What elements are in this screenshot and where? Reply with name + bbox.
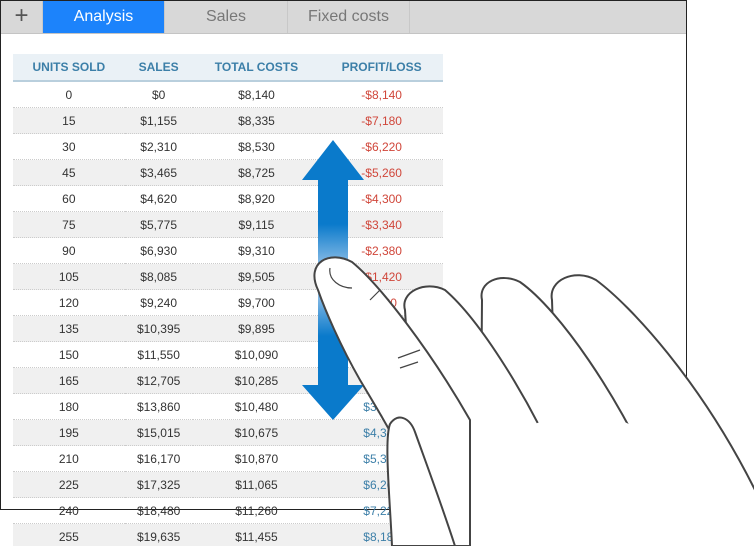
table-cell[interactable]: $11,455	[192, 523, 321, 546]
table-cell[interactable]: $10,090	[192, 341, 321, 368]
table-cell[interactable]: $10,870	[192, 445, 321, 472]
table-cell[interactable]: $10,395	[124, 315, 193, 342]
table-cell[interactable]: 240	[13, 497, 125, 524]
table-cell[interactable]: 255	[13, 523, 125, 546]
table-cell[interactable]: $8,530	[192, 133, 321, 160]
table-cell[interactable]: 0	[13, 81, 125, 108]
table-row: 0 $0 $8,140 -$8,140	[13, 81, 443, 108]
table-cell[interactable]: 75	[13, 211, 125, 238]
add-sheet-button[interactable]: +	[1, 1, 43, 33]
table-cell[interactable]: $2,310	[124, 133, 193, 160]
table-cell[interactable]: $8,085	[124, 263, 193, 290]
column-header[interactable]: UNITS SOLD	[13, 54, 125, 82]
table-cell[interactable]: 150	[13, 341, 125, 368]
table-cell[interactable]: $11,260	[192, 497, 321, 524]
column-header[interactable]: SALES	[124, 54, 193, 82]
table-cell[interactable]: $5,775	[124, 211, 193, 238]
hand-icon	[313, 256, 754, 546]
sheet-tab-bar: + Analysis Sales Fixed costs	[1, 1, 686, 34]
table-row: 15 $1,155 $8,335 -$7,180	[13, 107, 443, 134]
table-row: 30 $2,310 $8,530 -$6,220	[13, 133, 443, 160]
table-cell[interactable]: $9,700	[192, 289, 321, 316]
table-cell[interactable]: 180	[13, 393, 125, 420]
table-row: 255 $19,635 $11,455 $8,180	[13, 523, 443, 546]
table-cell[interactable]: $9,505	[192, 263, 321, 290]
table-cell[interactable]: $15,015	[124, 419, 193, 446]
table-cell[interactable]: $8,725	[192, 159, 321, 186]
table-cell[interactable]: 165	[13, 367, 125, 394]
table-cell[interactable]: -$8,140	[320, 81, 443, 108]
table-cell[interactable]: $9,115	[192, 211, 321, 238]
table-cell[interactable]: $10,675	[192, 419, 321, 446]
table-cell[interactable]: $9,895	[192, 315, 321, 342]
tab-fixed-costs[interactable]: Fixed costs	[288, 1, 410, 33]
table-cell[interactable]: $3,465	[124, 159, 193, 186]
table-cell[interactable]: 90	[13, 237, 125, 264]
table-row: 195 $15,015 $10,675 $4,340	[13, 419, 443, 446]
column-header[interactable]: TOTAL COSTS	[192, 54, 321, 82]
table-cell[interactable]: 120	[13, 289, 125, 316]
table-row: 90 $6,930 $9,310 -$2,380	[13, 237, 443, 264]
table-cell[interactable]: $0	[124, 81, 193, 108]
table-cell[interactable]: 30	[13, 133, 125, 160]
table-cell[interactable]: 60	[13, 185, 125, 212]
table-cell[interactable]: 210	[13, 445, 125, 472]
table-cell[interactable]: $12,705	[124, 367, 193, 394]
table-cell[interactable]: 135	[13, 315, 125, 342]
table-cell[interactable]: $1,155	[124, 107, 193, 134]
table-row: 225 $17,325 $11,065 $6,260	[13, 471, 443, 498]
table-cell[interactable]: $9,310	[192, 237, 321, 264]
table-cell[interactable]: $8,140	[192, 81, 321, 108]
table-cell[interactable]: $13,860	[124, 393, 193, 420]
table-cell[interactable]: $10,285	[192, 367, 321, 394]
table-cell[interactable]: 15	[13, 107, 125, 134]
table-cell[interactable]: $6,930	[124, 237, 193, 264]
column-header[interactable]: PROFIT/LOSS	[320, 54, 443, 82]
table-cell[interactable]: $19,635	[124, 523, 193, 546]
table-cell[interactable]: $9,240	[124, 289, 193, 316]
table-cell[interactable]: $8,335	[192, 107, 321, 134]
table-cell[interactable]: -$7,180	[320, 107, 443, 134]
table-cell[interactable]: $10,480	[192, 393, 321, 420]
table-cell[interactable]: $4,620	[124, 185, 193, 212]
table-cell[interactable]: $16,170	[124, 445, 193, 472]
table-cell[interactable]: $8,920	[192, 185, 321, 212]
tab-sales[interactable]: Sales	[165, 1, 288, 33]
table-cell[interactable]: 105	[13, 263, 125, 290]
table-cell[interactable]: 45	[13, 159, 125, 186]
table-row: 45 $3,465 $8,725 -$5,260	[13, 159, 443, 186]
table-cell[interactable]: 195	[13, 419, 125, 446]
table-cell[interactable]: 225	[13, 471, 125, 498]
table-cell[interactable]: $18,480	[124, 497, 193, 524]
tab-analysis[interactable]: Analysis	[43, 1, 165, 33]
table-cell[interactable]: $11,065	[192, 471, 321, 498]
table-cell[interactable]: $11,550	[124, 341, 193, 368]
table-cell[interactable]: $17,325	[124, 471, 193, 498]
